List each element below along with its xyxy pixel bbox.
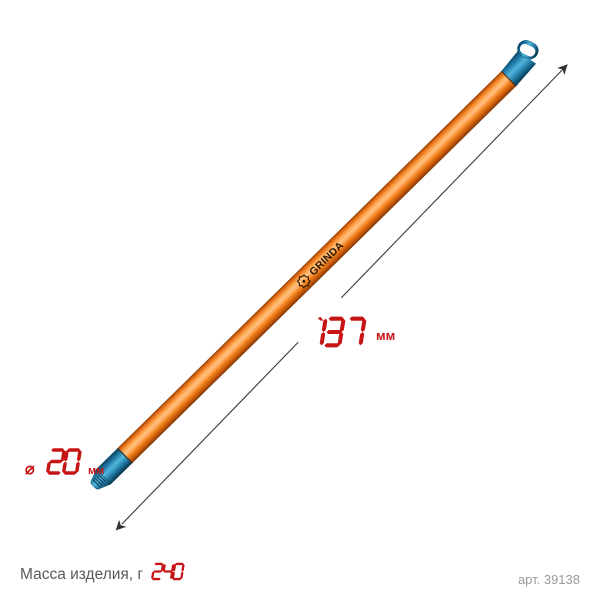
svg-text:⌀: ⌀ [25,461,35,478]
svg-text:мм: мм [88,465,104,477]
svg-text:мм: мм [376,328,395,343]
